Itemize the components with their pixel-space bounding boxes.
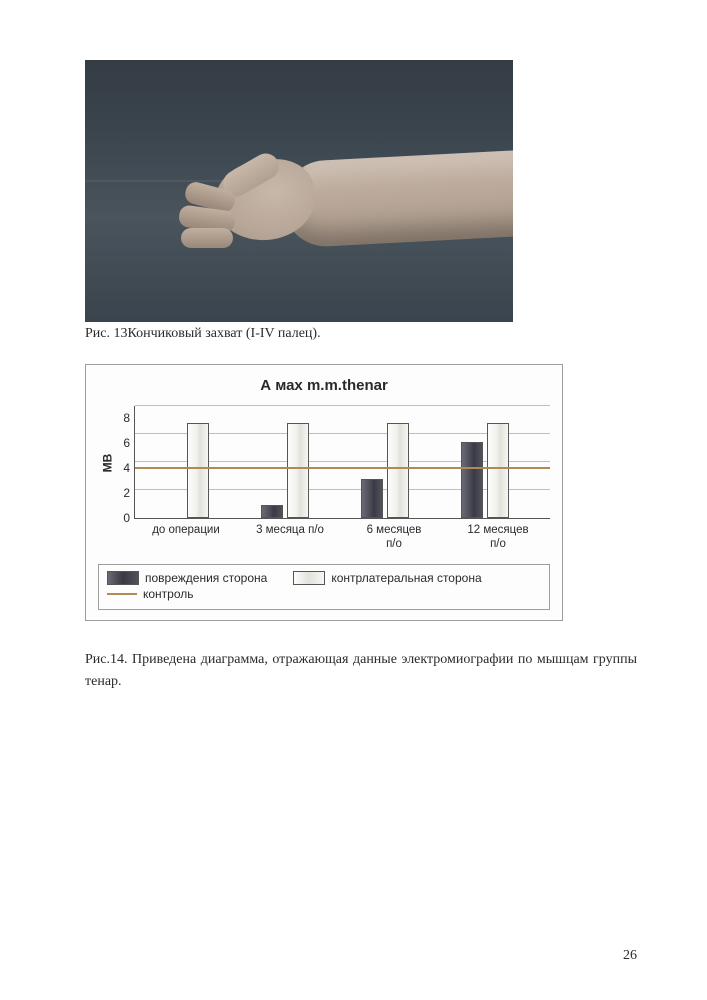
legend-item-control: контроль bbox=[107, 587, 194, 601]
figure-14-caption: Рис.14. Приведена диаграмма, отражающая … bbox=[85, 649, 637, 694]
document-page: Рис. 13Кончиковый захват (I-IV палец). А… bbox=[0, 0, 707, 1000]
photo-hand bbox=[165, 150, 305, 260]
chart-legend: повреждения сторона контрлатеральная сто… bbox=[98, 564, 550, 610]
chart-legend-row: контроль bbox=[107, 587, 541, 603]
legend-label: контроль bbox=[143, 587, 194, 601]
chart-xtick-line: п/о bbox=[386, 538, 402, 550]
chart-xtick: 3 месяца п/о bbox=[238, 523, 342, 552]
figure-13-photo bbox=[85, 60, 513, 322]
chart-xtick-line: п/о bbox=[490, 538, 506, 550]
chart-xtick-line: 12 месяцев bbox=[467, 524, 528, 536]
chart-bar-damaged bbox=[461, 442, 483, 518]
chart-gridline bbox=[135, 405, 550, 406]
chart-plot-area bbox=[134, 406, 550, 519]
chart-xtick-line: до операции bbox=[152, 524, 220, 536]
legend-swatch-line bbox=[107, 593, 137, 595]
legend-swatch-light bbox=[293, 571, 325, 585]
photo-forearm bbox=[281, 150, 513, 249]
chart-control-line bbox=[135, 467, 550, 469]
chart-title: А мах m.m.thenar bbox=[98, 377, 550, 394]
page-number: 26 bbox=[623, 948, 637, 964]
legend-item-damaged: повреждения сторона bbox=[107, 571, 267, 585]
chart-ytick: 0 bbox=[116, 512, 130, 524]
chart-bar-contra bbox=[187, 423, 209, 518]
chart-bar-contra bbox=[487, 423, 509, 518]
chart-ytick: 2 bbox=[116, 487, 130, 499]
chart-bar-contra bbox=[387, 423, 409, 518]
chart-x-ticks: до операции 3 месяца п/о 6 месяцев п/о 1… bbox=[134, 523, 550, 552]
legend-swatch-dark bbox=[107, 571, 139, 585]
chart-legend-row: повреждения сторона контрлатеральная сто… bbox=[107, 571, 541, 587]
chart-bar-damaged bbox=[261, 505, 283, 518]
chart-ytick: 8 bbox=[116, 412, 130, 424]
chart-container: А мах m.m.thenar МВ 8 6 4 2 0 до операци… bbox=[85, 364, 563, 621]
legend-item-contra: контрлатеральная сторона bbox=[293, 571, 481, 585]
photo-finger bbox=[181, 228, 233, 248]
chart-xtick-line: 6 месяцев bbox=[367, 524, 422, 536]
legend-label: контрлатеральная сторона bbox=[331, 571, 481, 585]
chart-xtick-line: 3 месяца п/о bbox=[256, 524, 324, 536]
chart-xtick: 6 месяцев п/о bbox=[342, 523, 446, 552]
chart-ytick: 6 bbox=[116, 437, 130, 449]
legend-label: повреждения сторона bbox=[145, 571, 267, 585]
chart-y-axis-label-text: МВ bbox=[100, 453, 114, 472]
chart-bar-contra bbox=[287, 423, 309, 518]
chart-xtick: до операции bbox=[134, 523, 238, 552]
chart-bar-damaged bbox=[361, 479, 383, 518]
chart-ytick: 4 bbox=[116, 462, 130, 474]
chart-y-ticks: 8 6 4 2 0 bbox=[116, 406, 134, 518]
figure-13-caption: Рис. 13Кончиковый захват (I-IV палец). bbox=[85, 326, 637, 342]
chart-xtick: 12 месяцев п/о bbox=[446, 523, 550, 552]
chart-y-axis-label: МВ bbox=[98, 406, 116, 519]
chart-plot-row: МВ 8 6 4 2 0 bbox=[98, 406, 550, 519]
